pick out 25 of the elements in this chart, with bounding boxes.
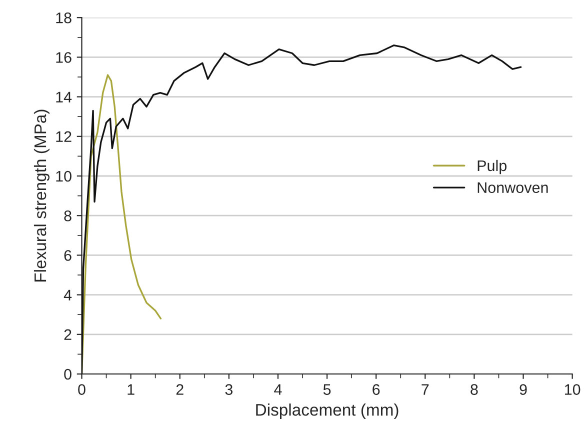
x-tick-label: 3 xyxy=(225,384,233,395)
y-tick-label: 10 xyxy=(56,170,72,182)
x-tick-label: 0 xyxy=(78,384,86,395)
y-tick-label: 6 xyxy=(64,250,72,261)
y-tick-label: 4 xyxy=(64,290,72,300)
x-tick-label: 8 xyxy=(470,384,478,395)
x-tick-label: 10 xyxy=(564,384,580,395)
y-axis-title: Flexural strength (MPa) xyxy=(34,110,50,282)
y-tick-label: 12 xyxy=(56,131,72,142)
x-tick-label: 6 xyxy=(372,384,380,395)
x-tick-label: 9 xyxy=(520,384,527,395)
x-tick-label: 5 xyxy=(323,384,331,395)
y-tick-label: 8 xyxy=(64,210,72,222)
y-tick-label: 2 xyxy=(64,329,72,340)
legend-label: Nonwoven xyxy=(478,182,548,194)
x-tick-label: 2 xyxy=(176,384,184,395)
y-tick-label: 16 xyxy=(56,52,72,63)
legend-label: Pulp xyxy=(478,160,507,174)
x-axis-title: Displacement (mm) xyxy=(256,404,398,420)
y-tick-label: 0 xyxy=(64,368,72,380)
y-tick-label: 18 xyxy=(56,12,72,24)
x-tick-label: 7 xyxy=(422,384,429,395)
x-tick-label: 1 xyxy=(128,384,134,395)
y-tick-label: 14 xyxy=(56,92,72,102)
x-tick-label: 4 xyxy=(274,384,282,395)
